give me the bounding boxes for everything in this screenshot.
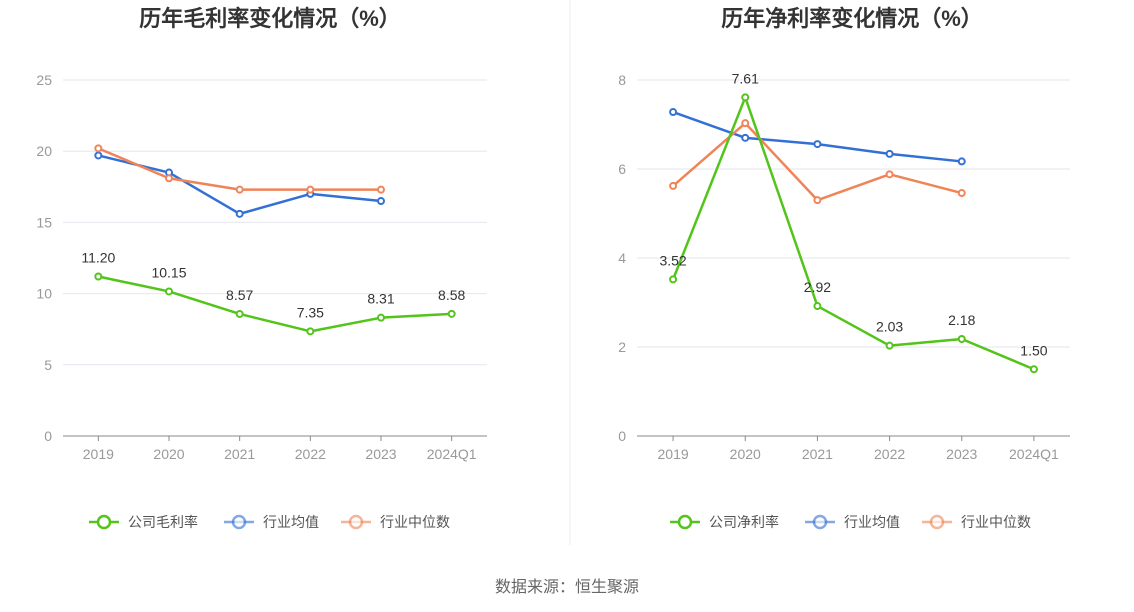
data-point-industry-median (235, 185, 244, 194)
data-point-company (741, 93, 750, 102)
y-tick-label: 4 (618, 250, 626, 266)
legend-label-industry-avg: 行业均值 (844, 514, 900, 530)
data-label: 7.35 (297, 304, 324, 320)
y-tick-label: 0 (618, 428, 626, 444)
data-label: 8.31 (367, 291, 394, 307)
data-point-industry-median (94, 144, 103, 153)
data-point-industry-median (885, 170, 894, 179)
data-point-industry-avg (741, 133, 750, 142)
series-line-industry-median (97, 147, 381, 191)
legend-marker-industry-avg (231, 514, 247, 530)
x-tick-label: 2021 (802, 446, 833, 462)
data-point-industry-avg (669, 108, 678, 117)
data-source: 数据来源：恒生聚源 (495, 578, 639, 596)
data-point-industry-avg (957, 157, 966, 166)
data-label: 11.20 (81, 250, 115, 266)
series-line-industry-avg (672, 110, 962, 163)
data-point-industry-avg (885, 149, 894, 158)
series-line-company (671, 96, 1035, 371)
x-tick-label: 2023 (946, 446, 977, 462)
data-point-company (235, 309, 244, 318)
data-point-company (94, 272, 103, 281)
legend-marker-company (96, 514, 112, 530)
data-label: 2.92 (804, 279, 831, 295)
data-label: 3.52 (659, 252, 686, 268)
series-line-industry-avg (98, 154, 382, 216)
data-label: 10.15 (151, 264, 186, 280)
x-tick-label: 2020 (153, 446, 184, 462)
legend-label-industry-median: 行业中位数 (961, 514, 1031, 530)
x-tick-label: 2020 (730, 446, 761, 462)
series-line-industry-median (672, 121, 963, 202)
y-tick-label: 0 (44, 428, 52, 444)
y-tick-label: 8 (618, 72, 626, 88)
chart-title-net-margin: 历年净利率变化情况（%） (721, 6, 983, 31)
x-tick-label: 2021 (224, 446, 255, 462)
data-point-company (377, 313, 385, 322)
legend-label-company: 公司毛利率 (128, 514, 198, 530)
data-label: 2.18 (948, 312, 975, 328)
y-tick-label: 5 (44, 357, 52, 373)
legend-marker-industry-median (348, 514, 364, 530)
data-point-industry-median (813, 196, 822, 205)
data-point-company (813, 302, 822, 311)
y-tick-label: 25 (36, 72, 52, 88)
data-point-company (447, 309, 456, 318)
data-point-industry-median (669, 181, 678, 190)
data-label: 8.58 (438, 287, 465, 303)
legend-marker-industry-avg (812, 514, 828, 530)
data-label: 7.61 (732, 70, 759, 86)
x-tick-label: 2022 (295, 446, 326, 462)
series-line-company (98, 275, 452, 333)
x-tick-label: 2024Q1 (427, 446, 477, 462)
legend-marker-company (677, 514, 693, 530)
data-point-industry-avg (94, 151, 103, 160)
y-tick-label: 6 (618, 161, 626, 177)
x-tick-label: 2019 (83, 446, 114, 462)
data-point-company (165, 287, 173, 296)
legend-marker-industry-median (929, 514, 945, 530)
y-tick-label: 20 (36, 143, 52, 159)
data-point-company (1029, 365, 1038, 374)
data-point-industry-median (165, 174, 173, 183)
data-point-company (669, 275, 678, 284)
data-point-company (306, 327, 315, 336)
y-tick-label: 10 (36, 286, 52, 302)
x-tick-label: 2024Q1 (1009, 446, 1059, 462)
data-label: 1.50 (1020, 342, 1047, 358)
x-tick-label: 2022 (874, 446, 905, 462)
x-tick-label: 2023 (365, 446, 396, 462)
legend-label-industry-median: 行业中位数 (380, 514, 450, 530)
data-point-industry-avg (235, 209, 244, 218)
y-tick-label: 15 (36, 214, 52, 230)
data-point-industry-avg (813, 140, 822, 149)
data-point-industry-median (306, 185, 315, 194)
data-point-company (885, 341, 894, 350)
data-point-industry-median (741, 119, 750, 128)
y-tick-label: 2 (618, 339, 626, 355)
legend-label-industry-avg: 行业均值 (263, 514, 319, 530)
data-point-company (957, 334, 966, 343)
x-tick-label: 2019 (658, 446, 689, 462)
data-point-industry-median (377, 185, 385, 194)
data-label: 8.57 (226, 287, 253, 303)
data-point-industry-avg (377, 197, 385, 206)
data-point-industry-median (957, 189, 966, 198)
legend-label-company: 公司净利率 (709, 514, 779, 530)
chart-title-gross-margin: 历年毛利率变化情况（%） (139, 6, 401, 31)
data-label: 2.03 (876, 319, 903, 335)
